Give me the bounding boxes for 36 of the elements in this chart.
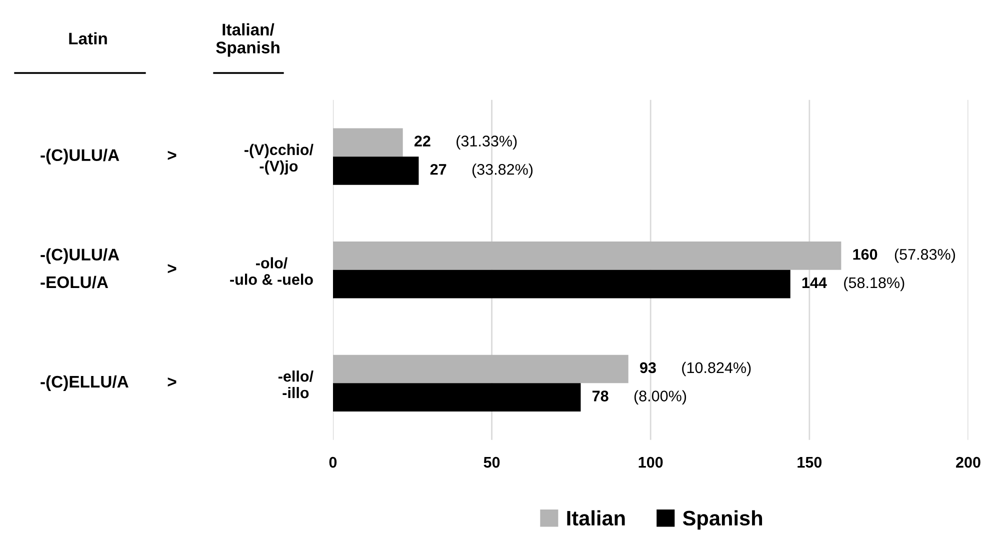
annotation: (57.83%)	[894, 248, 956, 263]
legend-label: Spanish	[682, 510, 762, 530]
bar	[332, 383, 581, 412]
text: Latin	[69, 32, 107, 44]
text: >	[168, 150, 176, 160]
text: Italian/ Spanish	[216, 23, 280, 57]
bar	[332, 354, 628, 384]
data-label: 93	[640, 362, 656, 374]
text: -(C)ELLU/A	[40, 375, 128, 391]
annotation: (31.33%)	[456, 135, 517, 150]
annotation: (8.00%)	[634, 390, 686, 404]
bar	[332, 242, 842, 270]
data-label: 78	[592, 390, 608, 402]
x-tick-label: 200	[956, 456, 980, 468]
text: -(C)ULU/A -EOLU/A	[40, 248, 120, 288]
annotation: (33.82%)	[472, 164, 533, 178]
data-label: 22	[414, 136, 430, 146]
annotation: (58.18%)	[844, 276, 904, 292]
text: >	[168, 377, 176, 386]
text: -(C)ULU/A	[40, 148, 120, 164]
y-tick-label: -(V)cchio/ -(V)jo	[244, 144, 314, 175]
x-tick-label: 50	[484, 456, 500, 468]
x-tick-label: 100	[638, 456, 663, 468]
bar	[332, 128, 403, 157]
data-label: 144	[802, 277, 827, 288]
y-tick-label: -olo/ -ulo & -uelo	[230, 257, 313, 285]
data-label: 27	[430, 164, 446, 175]
text: >	[168, 264, 176, 274]
bar	[332, 156, 419, 185]
y-tick-label: -ello/ -illo	[278, 370, 314, 398]
data-label: 160	[853, 248, 878, 260]
x-tick-label: 0	[329, 456, 337, 468]
annotation: (10.824%)	[682, 362, 751, 376]
bar	[332, 270, 790, 298]
x-tick-label: 150	[798, 456, 822, 468]
legend-label: Italian	[567, 510, 625, 526]
